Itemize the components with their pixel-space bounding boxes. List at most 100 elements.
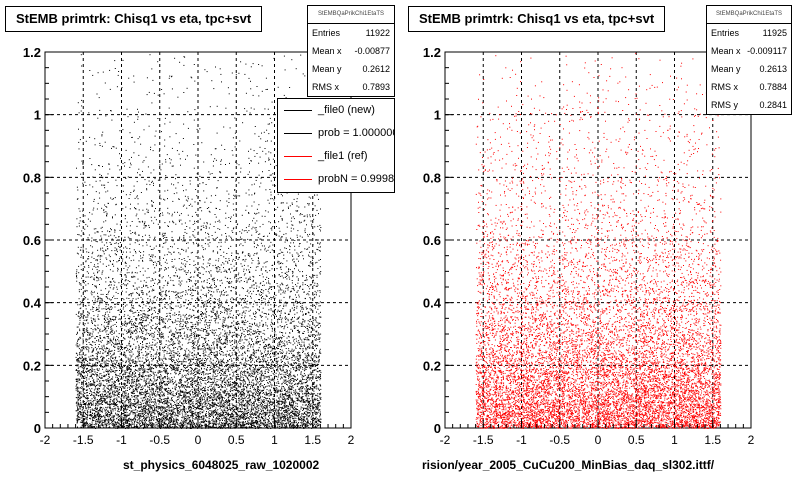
scatter-point (130, 407, 131, 408)
scatter-point (301, 307, 302, 308)
scatter-point (165, 398, 166, 399)
scatter-point (318, 213, 319, 214)
scatter-point (301, 344, 302, 345)
scatter-point (270, 175, 271, 176)
scatter-point (144, 223, 145, 224)
scatter-point (236, 305, 237, 306)
scatter-point (274, 414, 275, 415)
scatter-point (187, 426, 188, 427)
scatter-point (291, 329, 292, 330)
scatter-point (229, 366, 230, 367)
scatter-point (239, 335, 240, 336)
scatter-point (244, 336, 245, 337)
scatter-point (280, 413, 281, 414)
scatter-point (114, 396, 115, 397)
scatter-point (166, 370, 167, 371)
scatter-point (158, 304, 159, 305)
scatter-point (226, 354, 227, 355)
scatter-point (220, 428, 221, 429)
scatter-point (189, 259, 190, 260)
scatter-point (95, 408, 96, 409)
scatter-point (179, 423, 180, 424)
scatter-point (154, 217, 155, 218)
scatter-point (254, 284, 255, 285)
scatter-point (215, 382, 216, 383)
scatter-point (171, 370, 172, 371)
scatter-point (307, 362, 308, 363)
scatter-point (236, 222, 237, 223)
scatter-point (130, 244, 131, 245)
scatter-point (241, 389, 242, 390)
scatter-point (92, 246, 93, 247)
scatter-point (84, 410, 85, 411)
scatter-point (96, 307, 97, 308)
scatter-point (275, 427, 276, 428)
scatter-point (265, 289, 266, 290)
scatter-point (278, 390, 279, 391)
scatter-point (104, 346, 105, 347)
scatter-point (318, 389, 319, 390)
scatter-point (126, 285, 127, 286)
scatter-point (95, 347, 96, 348)
scatter-point (131, 157, 132, 158)
scatter-point (185, 392, 186, 393)
scatter-point (159, 210, 160, 211)
scatter-point (112, 217, 113, 218)
scatter-point (302, 321, 303, 322)
scatter-point (134, 397, 135, 398)
scatter-point (297, 306, 298, 307)
scatter-point (162, 164, 163, 165)
scatter-point (92, 369, 93, 370)
scatter-point (291, 400, 292, 401)
scatter-point (171, 351, 172, 352)
scatter-point (129, 387, 130, 388)
scatter-point (181, 399, 182, 400)
scatter-point (98, 410, 99, 411)
scatter-point (127, 415, 128, 416)
scatter-point (139, 251, 140, 252)
scatter-point (186, 292, 187, 293)
scatter-point (106, 304, 107, 305)
scatter-point (319, 355, 320, 356)
scatter-point (266, 130, 267, 131)
scatter-point (129, 198, 130, 199)
scatter-point (277, 423, 278, 424)
scatter-point (156, 352, 157, 353)
scatter-point (148, 308, 149, 309)
scatter-point (204, 280, 205, 281)
scatter-point (246, 411, 247, 412)
scatter-point (319, 400, 320, 401)
scatter-point (320, 242, 321, 243)
scatter-point (174, 275, 175, 276)
scatter-point (221, 422, 222, 423)
scatter-point (220, 313, 221, 314)
scatter-point (319, 421, 320, 422)
scatter-point (245, 427, 246, 428)
scatter-point (77, 364, 78, 365)
scatter-point (151, 389, 152, 390)
scatter-point (257, 331, 258, 332)
scatter-point (179, 277, 180, 278)
scatter-point (118, 408, 119, 409)
scatter-point (254, 319, 255, 320)
scatter-point (130, 355, 131, 356)
scatter-point (292, 386, 293, 387)
scatter-point (112, 332, 113, 333)
scatter-point (232, 336, 233, 337)
scatter-point (187, 415, 188, 416)
scatter-point (203, 259, 204, 260)
scatter-point (168, 267, 169, 268)
scatter-point (289, 358, 290, 359)
scatter-point (194, 335, 195, 336)
scatter-point (224, 336, 225, 337)
scatter-point (138, 352, 139, 353)
scatter-point (142, 307, 143, 308)
scatter-point (167, 282, 168, 283)
scatter-point (187, 393, 188, 394)
scatter-point (228, 309, 229, 310)
scatter-point (113, 383, 114, 384)
scatter-point (192, 324, 193, 325)
scatter-point (240, 422, 241, 423)
scatter-point (236, 345, 237, 346)
scatter-point (183, 328, 184, 329)
